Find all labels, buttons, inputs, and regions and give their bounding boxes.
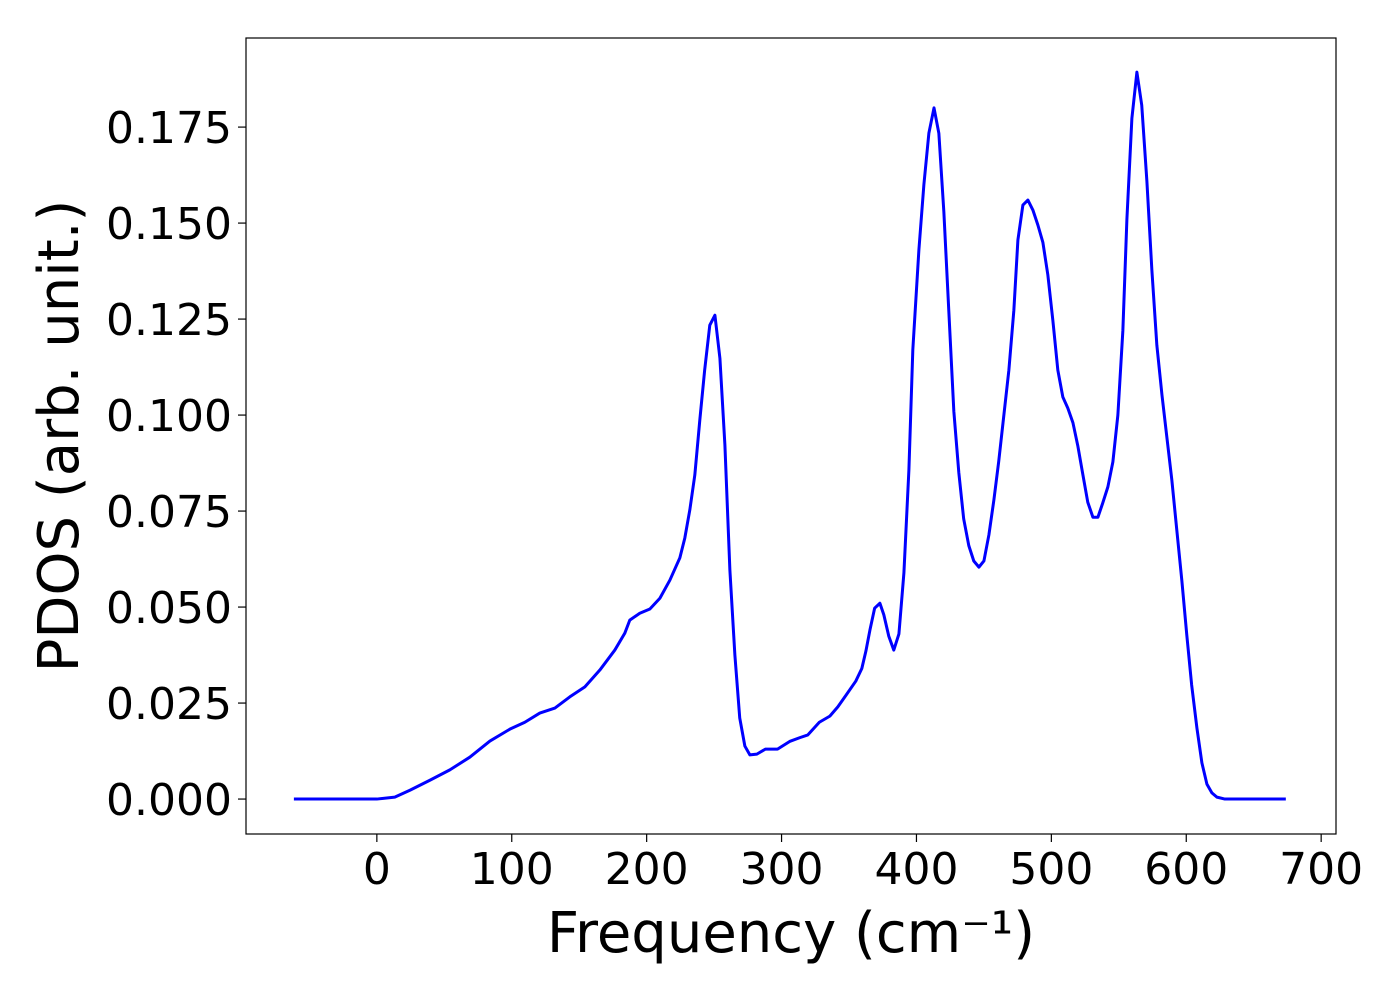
plot-frame [245, 37, 1337, 835]
data-line [293, 70, 1286, 801]
x-tick-label: 400 [874, 844, 958, 895]
y-tick-label: 0.025 [106, 679, 232, 730]
x-axis-label: Frequency (cm⁻¹) [547, 901, 1035, 966]
x-tick-label: 600 [1144, 844, 1228, 895]
y-tick-label: 0.100 [106, 391, 232, 442]
y-tick-label: 0.125 [106, 295, 232, 346]
x-tick-label: 0 [363, 844, 391, 895]
y-tick-label: 0.000 [106, 775, 232, 826]
y-tick-label: 0.050 [106, 583, 232, 634]
y-axis-label: PDOS (arb. unit.) [27, 200, 92, 673]
x-tick-label: 100 [470, 844, 554, 895]
y-tick-label: 0.075 [106, 487, 232, 538]
y-tick-label: 0.175 [106, 103, 232, 154]
y-tick-label: 0.150 [106, 199, 232, 250]
x-tick-label: 300 [740, 844, 824, 895]
x-tick-label: 500 [1009, 844, 1093, 895]
x-tick-label: 200 [605, 844, 689, 895]
x-tick-label: 700 [1279, 844, 1363, 895]
